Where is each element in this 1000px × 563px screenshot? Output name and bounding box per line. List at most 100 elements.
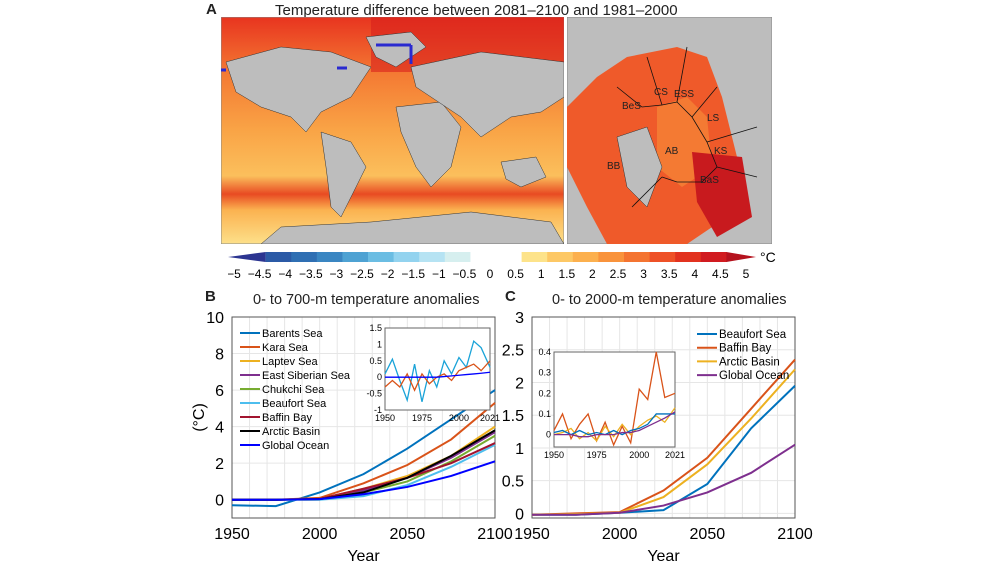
inset-y-tick-label: 0.1	[538, 409, 551, 419]
x-tick-label: 2050	[390, 526, 426, 543]
colorbar-tick-label: 3	[640, 267, 647, 281]
colorbar-tick-label: 0	[487, 267, 494, 281]
inset-x-tick-label: 1950	[544, 450, 564, 460]
y-tick-label: 6	[215, 383, 224, 400]
region-label-bes: BeS	[622, 101, 641, 112]
inset-y-tick-label: 0.3	[538, 368, 551, 378]
colorbar-tick-label: 4	[691, 267, 698, 281]
inset-series-line-barents-sea	[384, 339, 491, 403]
antarctica	[260, 211, 564, 244]
inset-y-tick-label: 1	[377, 339, 382, 349]
world-map	[221, 17, 564, 244]
colorbar-tick-label: −5	[228, 267, 241, 281]
inset-x-tick-label: 2021	[480, 413, 500, 423]
x-tick-label: 2000	[602, 526, 638, 543]
colorbar-bin	[342, 252, 369, 262]
region-label-ab: AB	[665, 146, 679, 157]
legend-entry: Barents Sea	[262, 328, 323, 340]
section-markers	[221, 43, 413, 72]
panel-a-title: Temperature difference between 2081–2100…	[275, 2, 678, 19]
colorbar-bin	[624, 252, 651, 262]
colorbar-bin	[316, 252, 343, 262]
colorbar-unit: °C	[760, 249, 776, 265]
inset-series-line-beaufort-sea	[553, 413, 675, 436]
legend-entry: Beaufort Sea	[262, 398, 327, 410]
colorbar-tick-label: −3	[330, 267, 344, 281]
region-label-bb: BB	[607, 161, 621, 172]
inset-x-tick-label: 1975	[587, 450, 607, 460]
y-tick-label: 4	[215, 420, 224, 437]
x-tick-label: 1950	[514, 526, 550, 543]
colorbar-tick-label: 4.5	[712, 267, 729, 281]
x-axis-label: Year	[647, 548, 680, 563]
colorbar-bin	[649, 252, 676, 262]
panel-b-title: 0- to 700-m temperature anomalies	[253, 292, 480, 308]
y-tick-label: 2	[215, 456, 224, 473]
colorbar-tick-label: 5	[743, 267, 750, 281]
series-line-global-ocean	[232, 460, 496, 501]
y-tick-label: 1.5	[502, 408, 524, 425]
panel-c-title: 0- to 2000-m temperature anomalies	[552, 292, 787, 308]
region-label-bas: BaS	[700, 175, 719, 186]
colorbar-tick-label: −2.5	[350, 267, 374, 281]
colorbar-tick-label: 2.5	[610, 267, 627, 281]
plot-frame	[531, 316, 796, 519]
colorbar-tick-label: 1.5	[558, 267, 575, 281]
colorbar-tick-label: −3.5	[299, 267, 323, 281]
y-tick-label: 0	[215, 493, 224, 510]
colorbar-tick-label: −4.5	[248, 267, 272, 281]
north-america	[225, 46, 372, 133]
inset-x-tick-label: 2000	[629, 450, 649, 460]
colorbar-bin	[470, 252, 497, 262]
colorbar: −5 −4.5 −4 −3.5 −3 −2.5 −2 −1.5 −1 −0.5 0 0.5 1 1.5 2 2…	[228, 249, 776, 281]
eurasia	[410, 51, 564, 138]
colorbar-tick-label: −0.5	[453, 267, 477, 281]
y-tick-label: 0.5	[502, 474, 524, 491]
y-tick-label: 8	[215, 347, 224, 364]
inset-series-line-global-ocean	[385, 371, 491, 378]
inset-x-tick-label: 2000	[449, 413, 469, 423]
series-line-global-ocean	[532, 443, 796, 516]
inset-series-line-global-ocean	[554, 411, 676, 438]
region-label-ess: ESS	[674, 89, 694, 100]
y-tick-label: 2.5	[502, 343, 524, 360]
australia	[500, 156, 547, 188]
colorbar-bin	[675, 252, 702, 262]
legend-entry: East Siberian Sea	[262, 370, 351, 382]
region-label-ks: KS	[714, 146, 728, 157]
colorbar-bin	[598, 252, 625, 262]
legend-entry: Kara Sea	[262, 342, 309, 354]
colorbar-bin	[700, 252, 727, 262]
inset-frame	[384, 327, 491, 411]
legend-entry: Beaufort Sea	[719, 329, 787, 341]
y-tick-label: 1	[515, 441, 524, 458]
colorbar-bin	[265, 252, 292, 262]
plot-frame	[231, 316, 496, 519]
panel-b-label: B	[205, 288, 216, 305]
colorbar-tick-label: −4	[278, 267, 292, 281]
y-tick-label: 0	[515, 506, 524, 523]
x-axis-label: Year	[347, 548, 380, 563]
colorbar-bin	[496, 252, 523, 262]
colorbar-bin	[444, 252, 471, 262]
colorbar-bin	[547, 252, 574, 262]
inset-y-tick-label: 0	[546, 430, 551, 440]
colorbar-tick-label: 3.5	[661, 267, 678, 281]
panel-a-label: A	[206, 1, 217, 18]
legend-entry: Global Ocean	[719, 370, 789, 382]
inset-y-tick-label: 0.5	[369, 356, 382, 366]
series-line-barents-sea	[231, 389, 496, 508]
colorbar-bin	[419, 252, 446, 262]
inset-y-tick-label: -0.5	[366, 389, 382, 399]
south-america	[320, 131, 367, 218]
colorbar-bin	[572, 252, 599, 262]
panel-c-label: C	[505, 288, 516, 305]
x-tick-label: 1950	[214, 526, 250, 543]
legend-entry: Baffin Bay	[262, 412, 312, 424]
y-tick-label: 10	[206, 310, 224, 327]
x-tick-label: 2100	[477, 526, 513, 543]
inset-y-tick-label: 0.4	[538, 347, 551, 357]
inset-x-tick-label: 1950	[375, 413, 395, 423]
